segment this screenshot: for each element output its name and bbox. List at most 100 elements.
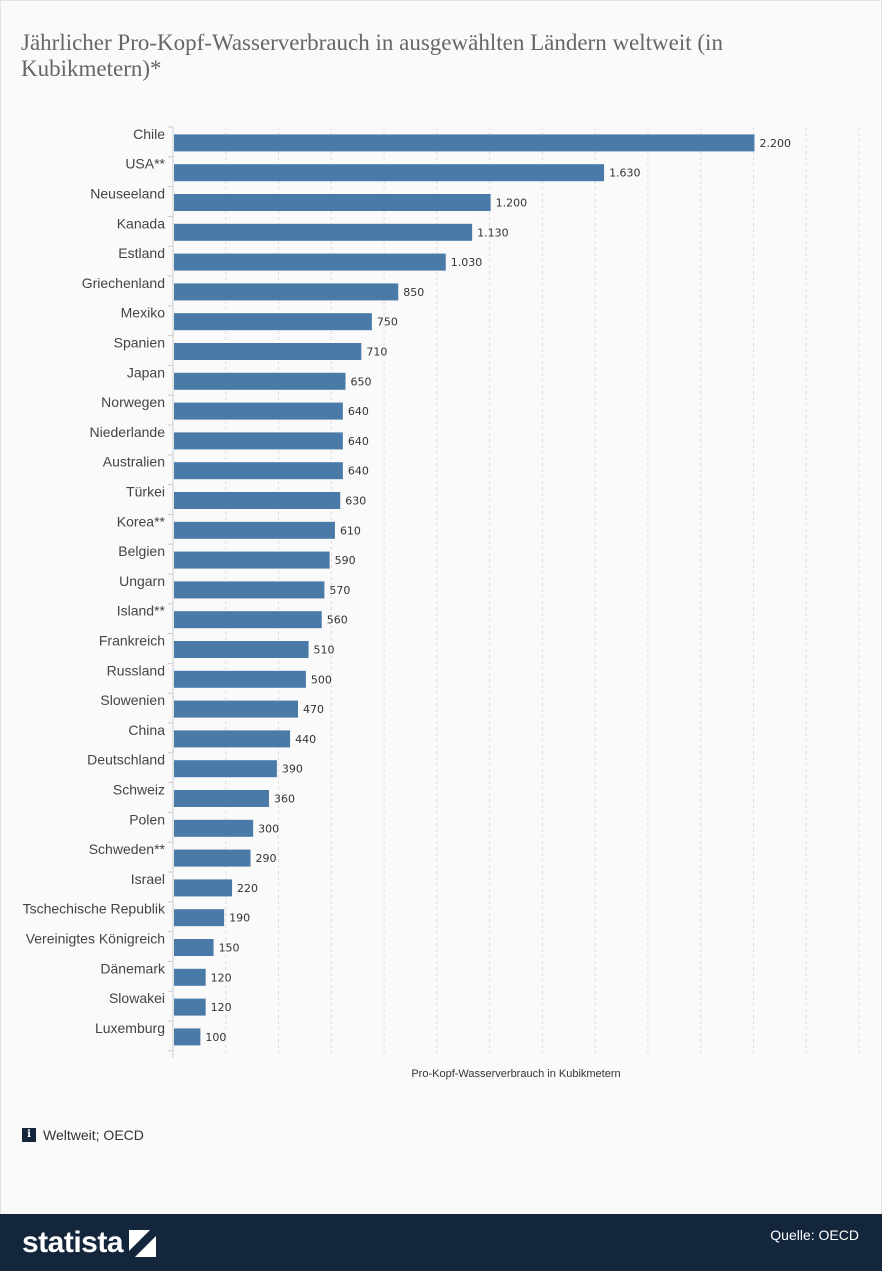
bar[interactable] <box>174 700 299 718</box>
bar[interactable] <box>174 223 473 241</box>
bar[interactable] <box>174 551 330 569</box>
category-label: Slowenien <box>100 692 165 708</box>
value-label: 640 <box>348 465 369 478</box>
category-label: Türkei <box>126 484 165 500</box>
bar[interactable] <box>174 283 399 301</box>
value-label: 610 <box>340 524 361 537</box>
bar[interactable] <box>174 939 214 956</box>
bar[interactable] <box>174 730 291 748</box>
value-label: 630 <box>345 495 366 508</box>
info-icon[interactable]: i <box>22 1128 36 1142</box>
bar[interactable] <box>174 194 491 211</box>
source-credit: Quelle: OECD <box>770 1227 859 1243</box>
category-label: Frankreich <box>99 633 165 649</box>
category-label: Luxemburg <box>95 1020 165 1036</box>
value-label: 570 <box>329 584 350 597</box>
bar[interactable] <box>174 998 206 1016</box>
bar[interactable] <box>174 611 322 629</box>
value-label: 120 <box>211 971 232 984</box>
bar[interactable] <box>174 462 343 480</box>
value-label: 440 <box>295 733 316 746</box>
bar[interactable] <box>174 313 372 331</box>
value-label: 1.030 <box>451 256 483 269</box>
value-label: 640 <box>348 435 369 448</box>
bar[interactable] <box>174 909 225 927</box>
category-label: Mexiko <box>121 305 166 321</box>
bar[interactable] <box>174 402 343 420</box>
chart-title: Jährlicher Pro-Kopf-Wasserverbrauch in a… <box>21 30 723 81</box>
bar[interactable] <box>174 879 233 897</box>
category-label: Tschechische Republik <box>23 901 166 917</box>
bar[interactable] <box>174 641 309 658</box>
bar[interactable] <box>174 343 362 360</box>
category-label: Russland <box>107 662 165 678</box>
value-label: 640 <box>348 405 369 418</box>
category-label: Kanada <box>117 215 165 231</box>
x-axis-label: Pro-Kopf-Wasserverbrauch in Kubikmetern <box>411 1068 620 1080</box>
value-label: 710 <box>366 346 387 359</box>
bar[interactable] <box>174 760 277 778</box>
bar[interactable] <box>174 372 346 390</box>
value-label: 1.130 <box>477 226 509 239</box>
source-note: i Weltweit; OECD <box>22 1127 144 1143</box>
value-label: 1.200 <box>496 197 527 210</box>
category-label: USA** <box>125 156 165 172</box>
value-label: 190 <box>229 912 250 925</box>
value-label: 360 <box>274 793 295 806</box>
category-label: Korea** <box>117 513 166 529</box>
footer: statista Quelle: OECD <box>0 1214 882 1271</box>
value-label: 220 <box>237 882 258 895</box>
category-label: Australien <box>103 454 165 470</box>
bar[interactable] <box>174 1028 201 1046</box>
category-label: Israel <box>131 871 165 887</box>
value-label: 2.200 <box>759 137 791 150</box>
value-label: 390 <box>282 763 303 776</box>
category-label: Vereinigtes Königreich <box>26 931 165 947</box>
bar[interactable] <box>174 819 254 837</box>
category-label: Chile <box>133 126 165 142</box>
value-label: 560 <box>327 614 348 627</box>
statista-logo[interactable]: statista <box>22 1223 157 1263</box>
value-label: 650 <box>351 375 372 388</box>
bar[interactable] <box>174 670 306 688</box>
value-label: 290 <box>256 852 277 865</box>
category-label: Deutschland <box>87 752 165 768</box>
bar[interactable] <box>174 968 206 986</box>
category-label: Belgien <box>118 543 165 559</box>
category-label: Griechenland <box>82 275 165 291</box>
value-label: 100 <box>205 1031 226 1044</box>
bar[interactable] <box>174 134 755 152</box>
category-label: Dänemark <box>100 960 166 976</box>
bar[interactable] <box>174 253 446 271</box>
bar[interactable] <box>174 492 341 509</box>
bar[interactable] <box>174 790 269 807</box>
value-label: 850 <box>403 286 424 299</box>
category-label: Japan <box>127 364 165 380</box>
category-label: Island** <box>117 603 166 619</box>
value-label: 120 <box>211 1001 232 1014</box>
value-label: 590 <box>335 554 356 567</box>
bar[interactable] <box>174 164 605 182</box>
category-label: Neuseeland <box>90 186 165 202</box>
value-label: 500 <box>311 673 332 686</box>
category-label: Polen <box>129 811 165 827</box>
category-label: China <box>128 722 165 738</box>
category-label: Schweden** <box>89 841 166 857</box>
bar[interactable] <box>174 432 343 450</box>
value-label: 150 <box>219 942 240 955</box>
statista-mark-icon <box>129 1229 157 1257</box>
category-label: Slowakei <box>109 990 165 1006</box>
source-note-text: Weltweit; OECD <box>43 1127 144 1143</box>
bar[interactable] <box>174 521 335 539</box>
category-label: Estland <box>118 245 165 261</box>
bar[interactable] <box>174 581 325 599</box>
logo-text: statista <box>22 1226 124 1259</box>
bar-chart: Chile 2.200 USA** 1.630 Neuseeland 1.200 Kanad… <box>23 126 860 1080</box>
category-label: Spanien <box>114 335 165 351</box>
bar[interactable] <box>174 849 251 867</box>
category-label: Schweiz <box>113 782 165 798</box>
category-label: Niederlande <box>90 424 166 440</box>
value-label: 470 <box>303 703 324 716</box>
value-label: 1.630 <box>609 167 641 180</box>
